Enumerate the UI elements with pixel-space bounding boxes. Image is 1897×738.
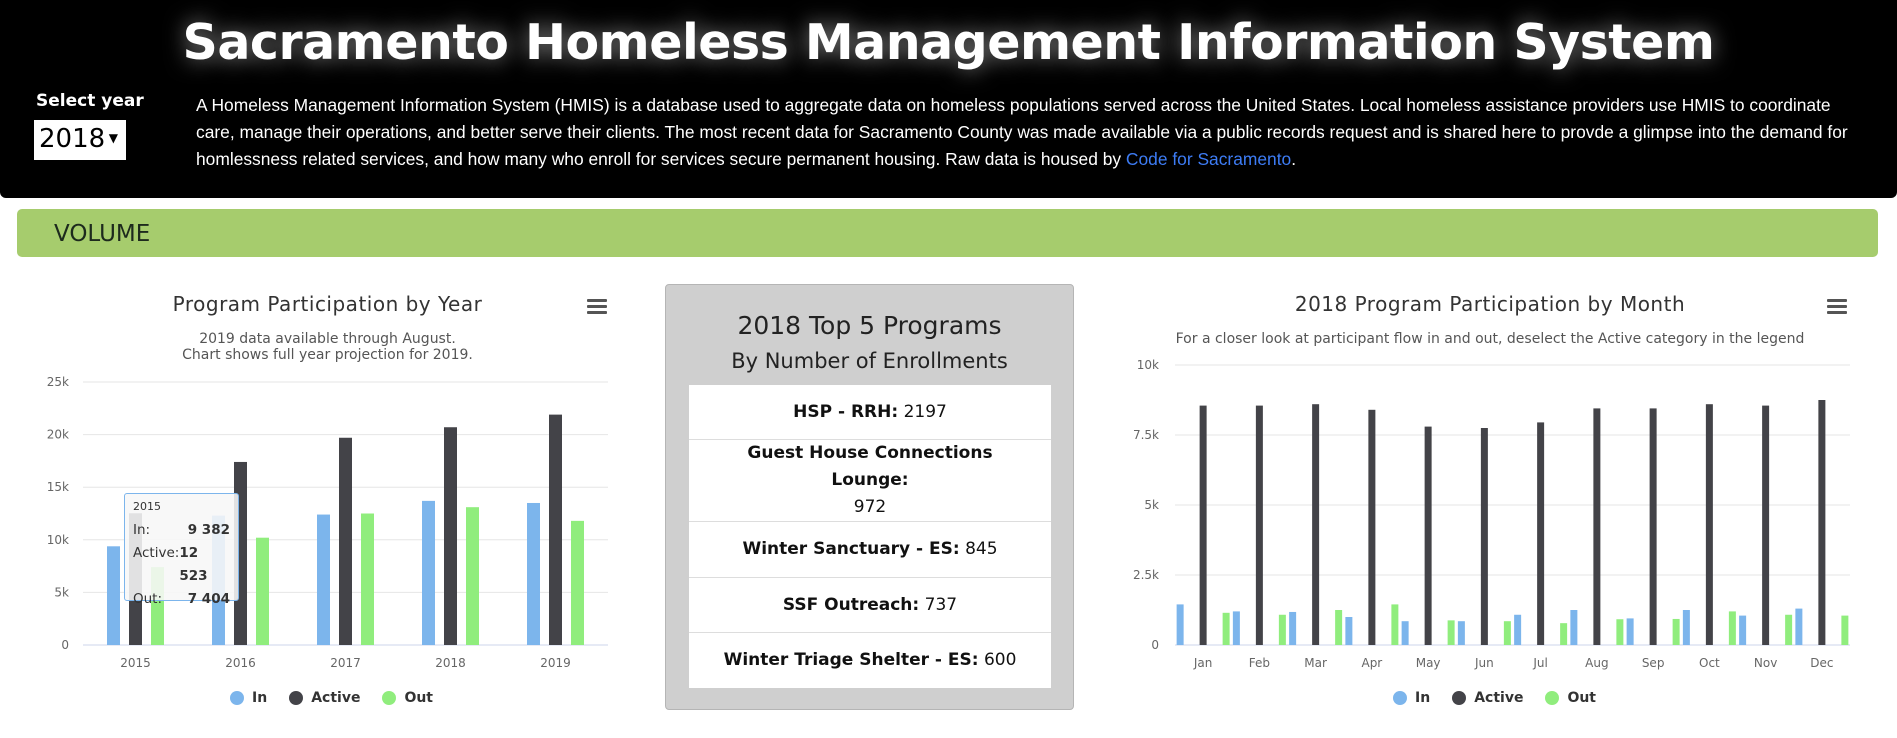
legend-dot-active: [1452, 691, 1467, 705]
x-tick-label: 2018: [435, 656, 466, 670]
bar-active: [549, 414, 562, 645]
program-value: 972: [853, 497, 887, 517]
y-tick-label: 15k: [47, 480, 69, 494]
y-tick-label: 0: [61, 638, 69, 652]
monthly-chart-menu-icon[interactable]: [1827, 299, 1847, 317]
legend-dot-out: [382, 691, 397, 705]
bar-active: [339, 437, 352, 645]
legend-dot-out: [1545, 691, 1560, 705]
tooltip-row: Out: 7 404: [133, 588, 230, 611]
tooltip-header: 2015: [133, 500, 161, 513]
program-name: Winter Triage Shelter - ES:: [723, 650, 979, 670]
legend-label-in: In: [252, 690, 268, 706]
year-select-label: Select year: [36, 91, 144, 111]
top-programs-list: HSP - RRH: 2197 Guest House Connections …: [689, 385, 1051, 688]
legend-label-out: Out: [1567, 690, 1596, 706]
yearly-chart-subtitle: 2019 data available through August. Char…: [80, 331, 575, 363]
program-name: Guest House Connections Lounge:: [747, 443, 993, 490]
tooltip-label: In:: [133, 522, 151, 538]
header: Sacramento Homeless Management Informati…: [0, 0, 1897, 198]
legend-item-active[interactable]: Active: [289, 690, 360, 706]
y-tick-label: 10k: [47, 533, 69, 547]
tooltip-row: Active: 12 523: [133, 542, 230, 588]
volume-section-bar: VOLUME: [17, 209, 1878, 257]
description: A Homeless Management Information System…: [196, 92, 1866, 173]
top-programs-title: 2018 Top 5 Programs: [737, 311, 1002, 340]
yearly-chart-subtitle-line: 2019 data available through August.: [199, 331, 456, 347]
list-item: HSP - RRH: 2197: [689, 385, 1051, 440]
chart-tooltip: 2015 In: 9 382 Active: 12 523 Out: 7 404: [124, 493, 239, 607]
bar-in: [107, 546, 120, 645]
yearly-chart-subtitle-line: Chart shows full year projection for 201…: [182, 347, 473, 363]
program-name: SSF Outreach:: [782, 594, 920, 615]
monthly-chart-subtitle: For a closer look at participant flow in…: [1175, 331, 1805, 347]
y-tick-label: 20k: [47, 428, 69, 442]
bar-in: [527, 502, 540, 645]
tooltip-label: Active:: [133, 545, 180, 561]
chevron-down-icon: ▼: [108, 131, 118, 145]
year-select-value: 2018: [39, 124, 106, 154]
legend-dot-in: [1393, 691, 1407, 705]
legend-item-out[interactable]: Out: [382, 690, 433, 706]
yearly-chart-menu-icon[interactable]: [587, 299, 607, 317]
description-end: .: [1291, 149, 1297, 169]
bar-out: [361, 513, 374, 645]
program-value: 845: [965, 539, 998, 559]
program-name: HSP - RRH:: [793, 401, 899, 422]
legend-item-in[interactable]: In: [230, 690, 267, 706]
page-title: Sacramento Homeless Management Informati…: [182, 14, 1715, 71]
bar-in: [422, 500, 435, 645]
bar-out: [466, 507, 479, 645]
legend-label-out: Out: [404, 690, 433, 706]
tooltip-value: 7 404: [187, 591, 230, 607]
x-tick-label: 2019: [540, 656, 571, 670]
description-text: A Homeless Management Information System…: [196, 95, 1848, 169]
year-select[interactable]: 2018 ▼: [34, 120, 126, 160]
legend-label-in: In: [1415, 690, 1431, 706]
legend-item-in[interactable]: In: [1393, 690, 1430, 706]
bar-active: [444, 427, 457, 645]
legend-dot-active: [289, 691, 304, 705]
section-label: VOLUME: [54, 221, 151, 247]
top-programs-subtitle: By Number of Enrollments: [731, 349, 1008, 373]
legend-label-active: Active: [311, 690, 361, 706]
x-tick-label: 2015: [120, 656, 151, 670]
program-value: 2197: [903, 401, 947, 422]
list-item: SSF Outreach: 737: [689, 578, 1051, 633]
program-name: Winter Sanctuary - ES:: [742, 539, 960, 559]
monthly-chart-title: 2018 Program Participation by Month: [1294, 292, 1686, 316]
bar-in: [317, 514, 330, 645]
x-tick-label: 2016: [225, 656, 256, 670]
tooltip-label: Out:: [133, 591, 163, 607]
tooltip-row: In: 9 382: [133, 519, 230, 542]
code-for-sacramento-link[interactable]: Code for Sacramento: [1125, 149, 1292, 169]
legend-item-active[interactable]: Active: [1452, 690, 1523, 706]
tooltip-value: 9 382: [187, 522, 230, 538]
monthly-chart-legend: In Active Out: [1393, 690, 1596, 706]
tooltip-value: 12 523: [179, 545, 208, 584]
x-tick-label: 2017: [330, 656, 361, 670]
legend-item-out[interactable]: Out: [1545, 690, 1596, 706]
yearly-chart-legend: In Active Out: [230, 690, 433, 706]
program-value: 737: [924, 594, 958, 615]
list-item: Guest House Connections Lounge: 972: [689, 440, 1051, 522]
y-tick-label: 25k: [47, 375, 69, 389]
legend-dot-in: [230, 691, 244, 705]
bar-out: [256, 537, 269, 645]
program-value: 600: [983, 650, 1017, 670]
legend-label-active: Active: [1474, 690, 1524, 706]
list-item: Winter Sanctuary - ES: 845: [689, 522, 1051, 578]
y-tick-label: 5k: [54, 585, 69, 599]
top-programs-panel: 2018 Top 5 Programs By Number of Enrollm…: [665, 284, 1074, 710]
bar-out: [571, 520, 584, 645]
list-item: Winter Triage Shelter - ES: 600: [689, 633, 1051, 688]
yearly-chart-title: Program Participation by Year: [172, 292, 483, 316]
